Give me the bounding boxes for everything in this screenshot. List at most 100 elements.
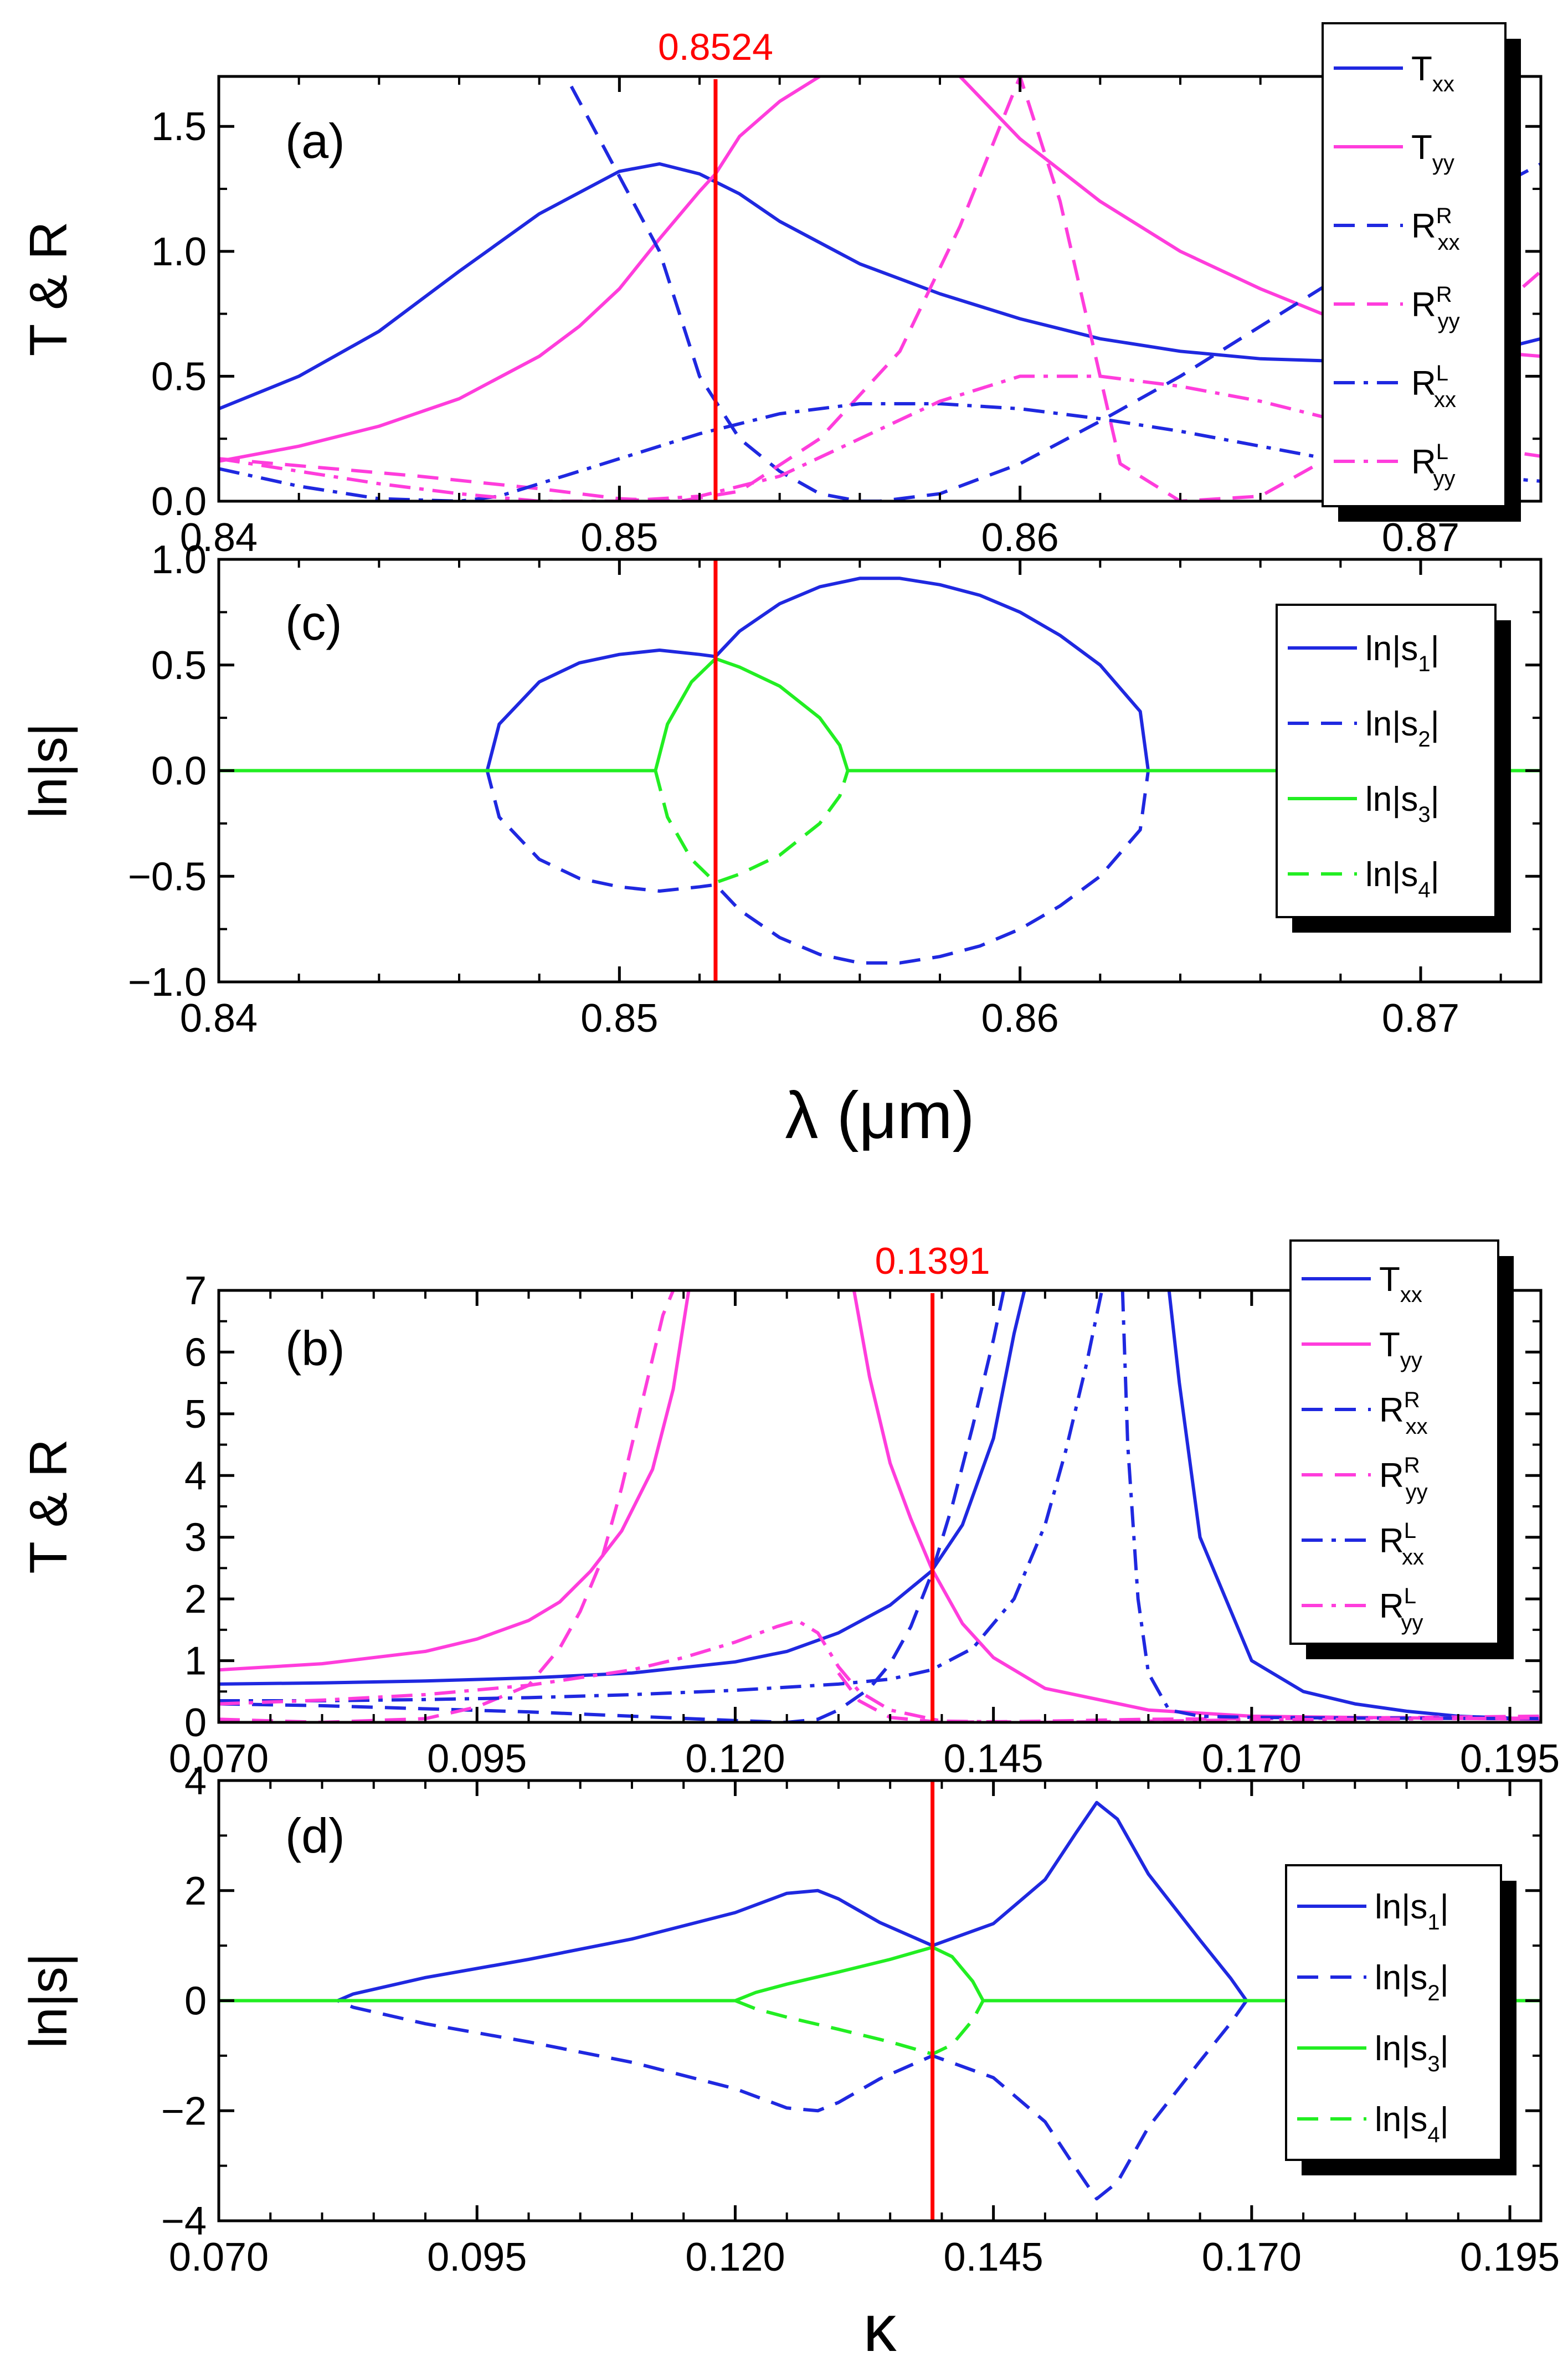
y-tick-label: 1	[184, 1639, 207, 1684]
legend: ln|s1| ln|s2| ln|s3| ln|s4|	[1285, 1864, 1516, 2175]
legend-entry: Tyy	[1379, 1326, 1422, 1372]
y-tick-label: 4	[184, 1759, 207, 1803]
x-tick-label: 0.120	[685, 1737, 785, 1781]
panel-c: 0.84 0.85 0.86 0.87 −1.0 −0.5 0.0 0.5 1.0 ln|s| λ …	[19, 538, 1543, 1152]
y-tick-label: 0.5	[151, 354, 207, 399]
panel-label: (b)	[285, 1321, 345, 1376]
y-tick-label: 1.0	[151, 538, 207, 582]
series-line-1	[219, 1800, 1541, 2003]
legend-entry: RR yy	[1411, 282, 1460, 333]
x-tick-label: 0.145	[944, 2235, 1043, 2279]
legend-entry: RL xx	[1379, 1519, 1424, 1570]
x-tick-label: 0.85	[580, 516, 658, 560]
axes-frame	[217, 75, 1543, 503]
x-tick-label: 0.095	[427, 2235, 527, 2279]
series-line-6	[219, 374, 1541, 501]
series-group	[219, 577, 1541, 965]
legend-entry: ln|s4|	[1365, 856, 1440, 902]
x-axis-label: λ (μm)	[785, 1078, 974, 1152]
y-tick-label: 0.5	[151, 644, 207, 688]
x-tick-label: 0.87	[1382, 516, 1459, 560]
series-line-2	[219, 1999, 1541, 2201]
x-tick-label: 0.195	[1460, 1737, 1560, 1781]
y-axis-label: ln|s|	[19, 1953, 78, 2049]
x-tick-label: 0.070	[169, 1737, 269, 1781]
legend-entry: Txx	[1411, 50, 1454, 96]
series-group	[219, 1290, 1541, 1722]
x-tick-label: 0.170	[1202, 2235, 1302, 2279]
series-line-3	[569, 85, 1541, 501]
marker-value-label: 0.8524	[658, 26, 773, 68]
legend-box	[1285, 1864, 1502, 2161]
y-tick-label: 6	[184, 1330, 207, 1375]
legend-entry: RR xx	[1411, 204, 1460, 255]
x-tick-label: 0.84	[180, 516, 258, 560]
y-tick-label: 5	[184, 1392, 207, 1437]
legend: Txx Tyy RR xx RR yy RL xx RL yy	[1289, 1239, 1514, 1659]
y-tick-label: −4	[161, 2199, 207, 2243]
legend-entry: Txx	[1379, 1260, 1422, 1307]
legend-entry: ln|s3|	[1375, 2030, 1449, 2076]
panel-d: 0.070 0.095 0.120 0.145 0.170 0.195 −4 −2 0 2 4 ln|…	[19, 1759, 1560, 2365]
y-tick-label: 2	[184, 1577, 207, 1622]
panel-label: (a)	[285, 114, 345, 168]
legend-entry: RL xx	[1411, 361, 1456, 412]
series-line-3	[219, 1290, 1006, 1722]
y-tick-label: 3	[184, 1516, 207, 1560]
y-tick-label: 0	[184, 1979, 207, 2024]
x-tick-label: 0.120	[685, 2235, 785, 2279]
x-tick-label: 0.145	[944, 1737, 1043, 1781]
y-axis-label: T & R	[19, 222, 78, 357]
y-tick-label: 1.5	[151, 105, 207, 149]
panel-label: (d)	[285, 1808, 345, 1863]
y-tick-label: 0.0	[151, 480, 207, 524]
x-tick-label: 0.170	[1202, 1737, 1302, 1781]
series-line-3	[219, 1946, 1541, 2003]
y-tick-label: −0.5	[128, 855, 207, 899]
legend-entry: ln|s2|	[1375, 1959, 1449, 2005]
legend-entry: Tyy	[1411, 128, 1454, 175]
legend-entry: RR xx	[1379, 1388, 1428, 1439]
panel-a: 0.8524 0.84 0.85 0.86 0.87 0.0 0.5 1.0 1.5 T & R (…	[19, 22, 1543, 560]
series-line-6	[219, 1619, 1541, 1722]
legend-entry: RL yy	[1379, 1584, 1423, 1635]
x-tick-label: 0.86	[981, 996, 1059, 1041]
series-line-1	[219, 1290, 1541, 1721]
y-tick-label: 7	[184, 1269, 207, 1313]
series-line-5	[219, 1290, 1541, 1721]
panel-b: 0.1391 0.070 0.095 0.120 0.145 0.170 0.195 0 1 2 3…	[19, 1239, 1560, 1781]
y-axis-label: T & R	[19, 1439, 78, 1574]
x-axis-label: κ	[863, 2291, 897, 2365]
series-line-3	[219, 657, 1541, 773]
legend: ln|s1| ln|s2| ln|s3| ln|s4|	[1276, 604, 1511, 933]
y-tick-label: 4	[184, 1454, 207, 1498]
x-tick-label: 0.85	[580, 996, 658, 1041]
legend-entry: ln|s1|	[1375, 1888, 1449, 1934]
x-tick-label: 0.84	[180, 996, 258, 1041]
series-group	[219, 1800, 1541, 2201]
legend-entry: ln|s2|	[1365, 705, 1440, 752]
x-tick-label: 0.195	[1460, 2235, 1560, 2279]
legend-entry: RR yy	[1379, 1453, 1428, 1504]
legend-entry: RL yy	[1411, 440, 1456, 491]
x-tick-label: 0.095	[427, 1737, 527, 1781]
series-line-4	[734, 1999, 985, 2056]
y-tick-label: 1.0	[151, 230, 207, 274]
legend-box	[1322, 22, 1507, 507]
x-tick-label: 0.070	[169, 2235, 269, 2279]
legend: Txx Tyy RR xx RR yy RL xx RL yy	[1322, 22, 1521, 522]
series-line-1	[219, 577, 1541, 773]
y-tick-label: 0	[184, 1701, 207, 1745]
legend-entry: ln|s1|	[1365, 630, 1440, 676]
marker-value-label: 0.1391	[875, 1240, 990, 1282]
panel-label: (c)	[285, 595, 342, 650]
series-line-4	[654, 770, 850, 884]
legend-box	[1289, 1239, 1499, 1645]
y-tick-label: 0.0	[151, 749, 207, 794]
legend-box	[1276, 604, 1497, 918]
x-tick-label: 0.87	[1382, 996, 1459, 1041]
y-tick-label: 2	[184, 1869, 207, 1913]
legend-entry: ln|s4|	[1375, 2101, 1449, 2147]
y-tick-label: −1.0	[128, 960, 207, 1005]
